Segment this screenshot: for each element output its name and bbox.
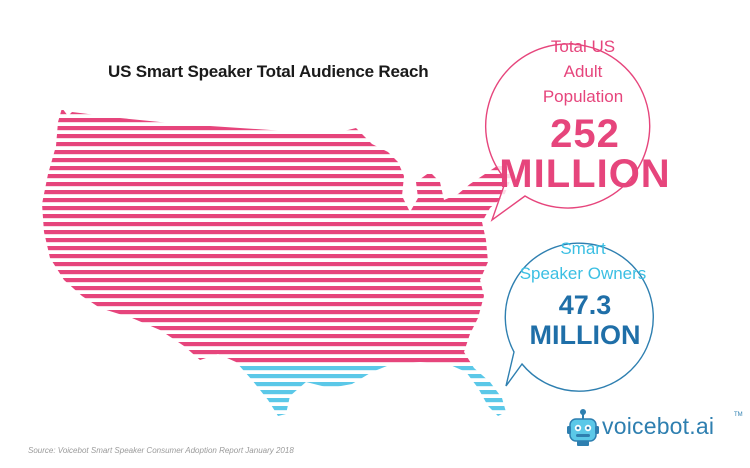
population-stripe bbox=[42, 198, 512, 203]
population-bubble bbox=[485, 43, 651, 222]
population-stripe bbox=[42, 350, 512, 355]
population-stripe bbox=[42, 358, 512, 363]
logo-text: voicebot.ai bbox=[602, 413, 715, 439]
population-stripe bbox=[42, 182, 512, 187]
population-stripe bbox=[42, 302, 512, 307]
owners-unit: MILLION bbox=[529, 320, 641, 350]
population-stripe bbox=[42, 238, 512, 243]
owners-stripe bbox=[42, 406, 512, 411]
owners-stripe bbox=[42, 374, 512, 379]
population-stripe bbox=[42, 190, 512, 195]
population-stripe bbox=[42, 310, 512, 315]
population-label: Total US Adult Population bbox=[542, 37, 624, 106]
population-stripe bbox=[42, 270, 512, 275]
chart-title: US Smart Speaker Total Audience Reach bbox=[108, 62, 429, 81]
owners-stripe bbox=[42, 366, 512, 371]
logo-trademark: TM bbox=[734, 412, 743, 418]
population-stripe bbox=[42, 246, 512, 251]
owners-stripe bbox=[42, 398, 512, 403]
population-stripe bbox=[42, 158, 512, 163]
voicebot-logo: voicebot.ai TM bbox=[566, 408, 743, 448]
population-stripe bbox=[42, 222, 512, 227]
population-stripe bbox=[42, 134, 512, 139]
owners-stripe bbox=[42, 382, 512, 387]
population-stripe bbox=[42, 174, 512, 179]
owners-label: Smart Speaker Owners bbox=[519, 239, 647, 283]
population-stripe bbox=[42, 286, 512, 291]
population-stripe bbox=[42, 342, 512, 347]
source-note: Source: Voicebot Smart Speaker Consumer … bbox=[28, 446, 294, 455]
population-stripe bbox=[42, 126, 512, 131]
population-stripe bbox=[42, 254, 512, 259]
population-stripe bbox=[42, 262, 512, 267]
population-value: 252 bbox=[550, 112, 620, 156]
population-stripe bbox=[42, 110, 512, 115]
robot-head-icon bbox=[567, 409, 599, 446]
population-stripe bbox=[42, 326, 512, 331]
population-unit: MILLION bbox=[499, 152, 671, 196]
population-stripe bbox=[42, 278, 512, 283]
population-stripe bbox=[42, 150, 512, 155]
population-stripe bbox=[42, 214, 512, 219]
population-stripe bbox=[42, 142, 512, 147]
population-stripe bbox=[42, 334, 512, 339]
population-stripe bbox=[42, 166, 512, 171]
owners-stripe bbox=[42, 390, 512, 395]
population-stripe bbox=[42, 206, 512, 211]
owners-bubble bbox=[504, 242, 654, 392]
map-stripes bbox=[42, 110, 512, 416]
population-stripe bbox=[42, 318, 512, 323]
population-stripe bbox=[42, 294, 512, 299]
owners-value: 47.3 bbox=[558, 290, 612, 320]
population-stripe bbox=[42, 118, 512, 123]
owners-stripe bbox=[42, 414, 512, 416]
population-stripe bbox=[42, 230, 512, 235]
